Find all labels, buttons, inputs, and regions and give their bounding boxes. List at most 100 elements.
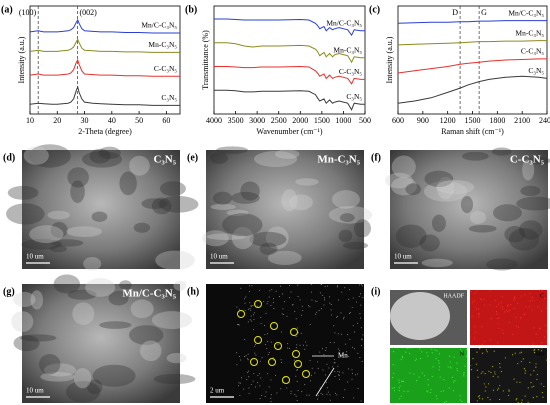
texture	[286, 387, 288, 389]
texture	[308, 394, 310, 396]
texture	[277, 344, 279, 346]
texture	[351, 346, 353, 348]
texture	[133, 222, 151, 233]
texture	[481, 343, 483, 345]
texture	[408, 352, 411, 355]
texture	[329, 342, 331, 344]
texture	[516, 196, 550, 211]
texture	[541, 289, 543, 291]
texture	[38, 354, 61, 375]
texture	[524, 313, 526, 315]
texture	[294, 310, 296, 312]
plot-frame	[213, 5, 366, 115]
map-image	[470, 290, 547, 345]
texture	[439, 376, 441, 378]
texture	[250, 384, 252, 386]
texture	[6, 203, 45, 225]
texture	[129, 155, 150, 176]
texture	[173, 280, 187, 291]
texture	[311, 283, 313, 285]
texture	[517, 362, 519, 365]
texture	[537, 306, 539, 308]
texture	[250, 320, 252, 322]
annotation: D	[452, 8, 458, 17]
scale-label: 10 um	[394, 253, 412, 261]
texture	[236, 306, 238, 308]
texture	[543, 298, 546, 300]
texture	[351, 369, 353, 371]
texture	[361, 345, 363, 347]
texture	[159, 181, 186, 197]
texture	[259, 373, 261, 375]
texture	[327, 285, 329, 287]
texture	[478, 316, 480, 318]
texture	[469, 335, 471, 337]
texture	[244, 298, 246, 300]
texture	[520, 360, 522, 363]
texture	[485, 349, 488, 351]
texture	[295, 178, 319, 186]
texture	[236, 323, 238, 325]
texture	[533, 370, 535, 372]
texture	[480, 298, 482, 300]
texture	[514, 352, 516, 354]
texture	[470, 291, 472, 293]
texture	[253, 312, 255, 314]
series-label: Mn/C-C₃N₅	[326, 19, 362, 28]
texture	[469, 210, 486, 225]
texture	[328, 206, 373, 224]
texture	[21, 239, 63, 250]
texture	[309, 306, 311, 308]
texture	[324, 286, 326, 288]
texture	[544, 336, 546, 338]
texture	[492, 204, 522, 222]
texture	[295, 335, 297, 337]
texture	[360, 400, 362, 402]
texture	[329, 399, 331, 401]
texture	[512, 333, 514, 335]
texture	[65, 381, 101, 403]
texture	[305, 341, 307, 343]
texture	[474, 292, 476, 294]
texture	[296, 369, 298, 371]
texture	[501, 329, 503, 331]
eds-image	[206, 284, 364, 403]
texture	[282, 308, 284, 310]
texture	[340, 333, 342, 335]
texture	[354, 219, 371, 238]
texture	[361, 338, 363, 340]
texture	[247, 359, 249, 361]
texture	[332, 366, 334, 368]
texture	[491, 147, 512, 156]
texture	[531, 309, 533, 311]
texture	[329, 394, 331, 396]
texture	[267, 301, 269, 303]
texture	[89, 148, 111, 164]
texture	[239, 394, 241, 396]
texture	[316, 300, 318, 302]
texture	[255, 386, 257, 388]
texture	[73, 367, 92, 389]
texture	[276, 392, 278, 394]
texture	[338, 229, 353, 243]
texture	[514, 296, 516, 298]
texture	[513, 307, 515, 309]
texture	[243, 356, 245, 358]
texture	[250, 304, 252, 306]
x-tick-label: 900	[417, 116, 429, 125]
texture	[270, 401, 272, 403]
texture	[353, 348, 355, 350]
texture	[519, 381, 521, 383]
texture	[452, 390, 455, 392]
texture	[413, 373, 415, 375]
series-label: C-C₃N₅	[521, 47, 545, 56]
texture	[243, 388, 245, 390]
texture	[30, 290, 44, 310]
texture	[398, 387, 400, 389]
texture	[331, 314, 333, 316]
texture	[540, 350, 542, 352]
texture	[499, 363, 501, 365]
texture	[477, 395, 479, 398]
texture	[489, 290, 491, 292]
texture	[323, 297, 325, 299]
